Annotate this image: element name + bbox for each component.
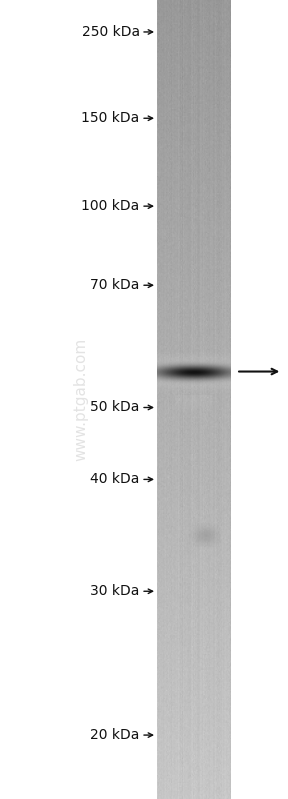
- Text: 100 kDa: 100 kDa: [82, 199, 140, 213]
- Text: 250 kDa: 250 kDa: [82, 25, 140, 39]
- Text: 30 kDa: 30 kDa: [90, 584, 140, 598]
- Text: www.ptgab.com: www.ptgab.com: [73, 338, 88, 461]
- Text: 70 kDa: 70 kDa: [90, 278, 140, 292]
- Text: 40 kDa: 40 kDa: [90, 472, 140, 487]
- Text: 50 kDa: 50 kDa: [90, 400, 140, 415]
- Text: 150 kDa: 150 kDa: [82, 111, 140, 125]
- Text: 20 kDa: 20 kDa: [90, 728, 140, 742]
